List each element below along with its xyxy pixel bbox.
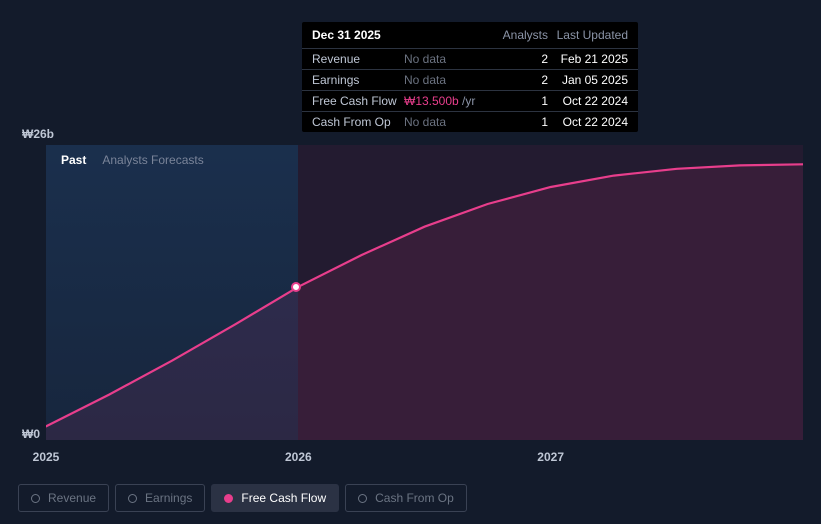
series-dot-icon bbox=[358, 494, 367, 503]
tooltip-row: Free Cash Flow₩13.500b /yr1Oct 22 2024 bbox=[302, 91, 638, 112]
tooltip-header: Dec 31 2025 Analysts Last Updated bbox=[302, 22, 638, 49]
x-axis-tick: 2026 bbox=[285, 450, 312, 464]
legend-past: Past bbox=[61, 153, 86, 167]
x-axis-tick: 2025 bbox=[33, 450, 60, 464]
y-axis-min-label: ₩0 bbox=[22, 427, 40, 441]
series-dot-icon bbox=[128, 494, 137, 503]
tooltip-date: Dec 31 2025 bbox=[312, 28, 488, 42]
y-axis-max-label: ₩26b bbox=[22, 127, 54, 141]
tooltip-metric: Earnings bbox=[312, 73, 404, 87]
series-dot-icon bbox=[31, 494, 40, 503]
series-button-row: Revenue Earnings Free Cash Flow Cash From O… bbox=[18, 484, 467, 512]
tooltip-panel: Dec 31 2025 Analysts Last Updated Revenu… bbox=[302, 22, 638, 132]
tooltip-value: No data bbox=[404, 73, 488, 87]
tooltip-col-updated: Last Updated bbox=[548, 28, 628, 42]
chart-marker bbox=[291, 282, 301, 292]
chart-inline-legend: Past Analysts Forecasts bbox=[61, 153, 204, 167]
tooltip-row: Cash From OpNo data1Oct 22 2024 bbox=[302, 112, 638, 132]
series-button-earnings[interactable]: Earnings bbox=[115, 484, 205, 512]
tooltip-analyst-count: 1 bbox=[488, 115, 548, 129]
tooltip-col-analysts: Analysts bbox=[488, 28, 548, 42]
tooltip-metric: Free Cash Flow bbox=[312, 94, 404, 108]
legend-forecasts: Analysts Forecasts bbox=[102, 153, 203, 167]
series-button-label: Revenue bbox=[48, 491, 96, 505]
series-button-fcf[interactable]: Free Cash Flow bbox=[211, 484, 339, 512]
tooltip-row: EarningsNo data2Jan 05 2025 bbox=[302, 70, 638, 91]
series-button-label: Free Cash Flow bbox=[241, 491, 326, 505]
tooltip-analyst-count: 1 bbox=[488, 94, 548, 108]
chart-area: ₩26b ₩0 Past Analysts Forecasts bbox=[18, 125, 803, 440]
series-button-revenue[interactable]: Revenue bbox=[18, 484, 109, 512]
tooltip-updated: Oct 22 2024 bbox=[548, 115, 628, 129]
series-button-cfo[interactable]: Cash From Op bbox=[345, 484, 467, 512]
tooltip-updated: Oct 22 2024 bbox=[548, 94, 628, 108]
tooltip-analyst-count: 2 bbox=[488, 52, 548, 66]
tooltip-metric: Revenue bbox=[312, 52, 404, 66]
chart-line-svg bbox=[46, 145, 803, 440]
tooltip-value: No data bbox=[404, 52, 488, 66]
tooltip-metric: Cash From Op bbox=[312, 115, 404, 129]
x-axis: 2025 2026 2027 bbox=[18, 450, 803, 470]
series-dot-icon bbox=[224, 494, 233, 503]
tooltip-row: RevenueNo data2Feb 21 2025 bbox=[302, 49, 638, 70]
tooltip-value: No data bbox=[404, 115, 488, 129]
series-button-label: Earnings bbox=[145, 491, 192, 505]
chart-plot[interactable]: Past Analysts Forecasts bbox=[46, 145, 803, 440]
tooltip-analyst-count: 2 bbox=[488, 73, 548, 87]
series-button-label: Cash From Op bbox=[375, 491, 454, 505]
tooltip-updated: Feb 21 2025 bbox=[548, 52, 628, 66]
x-axis-tick: 2027 bbox=[537, 450, 564, 464]
tooltip-value: ₩13.500b /yr bbox=[404, 94, 488, 108]
tooltip-updated: Jan 05 2025 bbox=[548, 73, 628, 87]
